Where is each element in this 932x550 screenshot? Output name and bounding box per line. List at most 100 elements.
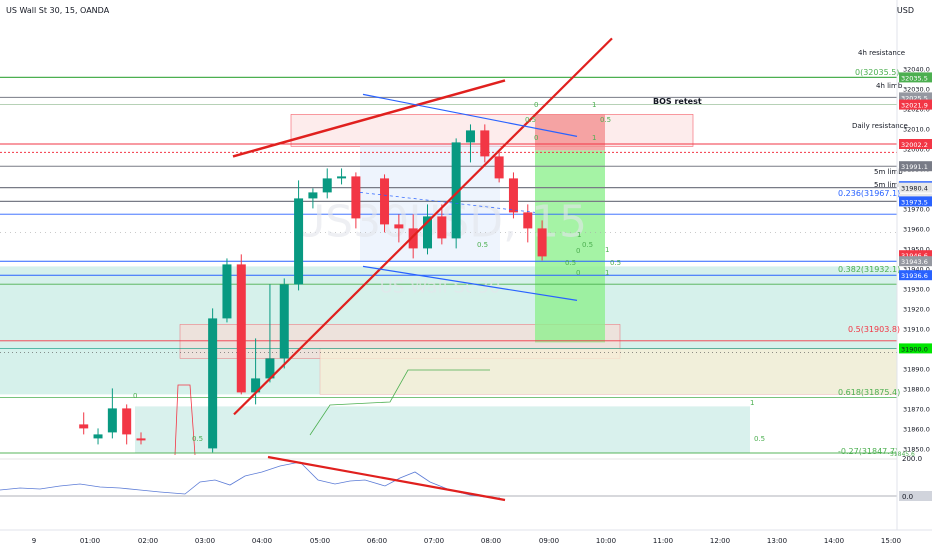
- fib-tick-16: 0.5: [192, 435, 203, 443]
- candle-body-2: [107, 408, 117, 433]
- h4-resistance-label: 4h resistance: [858, 49, 905, 57]
- m5-limb-label-b: 5m limb: [874, 181, 903, 189]
- price-tag-text-10: 31943.6: [901, 258, 928, 266]
- fib-tick-11: 0.5: [565, 259, 576, 267]
- x-tick-11: 11:00: [653, 537, 673, 545]
- x-tick-1: 01:00: [80, 537, 100, 545]
- price-tag-1: [899, 92, 932, 103]
- x-tick-5: 05:00: [310, 537, 330, 545]
- candle-body-16: [380, 178, 390, 225]
- red-trendline-rising: [233, 37, 613, 416]
- x-tick-6: 06:00: [367, 537, 387, 545]
- x-tick-7: 07:00: [424, 537, 444, 545]
- candle-body-24: [494, 156, 504, 179]
- fib-connector: [309, 369, 490, 436]
- price-tag-6: [899, 182, 932, 193]
- fib-tick-2: 0.5: [525, 116, 536, 124]
- symbol-title: US Wall St 30, 15, OANDA: [6, 6, 110, 15]
- candle-body-4: [136, 438, 146, 441]
- blue-channel-top: [362, 93, 578, 137]
- fvg-zone: [319, 348, 898, 395]
- fib-tick-4: 1: [592, 134, 596, 142]
- candle-body-20: [437, 216, 447, 239]
- daily-resistance-label: Daily resistance: [852, 122, 908, 130]
- fib-tick-14: 1: [605, 269, 609, 277]
- x-tick-4: 04:00: [252, 537, 272, 545]
- fib-0618-label: 0.618(31875.4): [838, 388, 900, 397]
- y-tick-19: 32040.0: [903, 65, 930, 73]
- y-tick-1: 31860.0: [903, 425, 930, 433]
- price-tag-text-0: 32035.5: [901, 74, 928, 82]
- take-profit-box: [535, 150, 605, 343]
- y-tick-0: 31850.0: [903, 445, 930, 453]
- candle-body-15: [351, 176, 361, 219]
- candle-body-10: [279, 284, 289, 359]
- fib-tick-17: 1: [750, 399, 754, 407]
- y-tick-4: 31890.0: [903, 365, 930, 373]
- price-tag-text-8: 31973.5: [901, 198, 928, 206]
- candle-body-23: [480, 130, 490, 157]
- y-tick-10: 31950.0: [903, 245, 930, 253]
- x-tick-0: 9: [32, 537, 36, 545]
- candle-body-12: [308, 192, 318, 199]
- fib-tick-12: 0.5: [610, 259, 621, 267]
- price-tag-9: [899, 250, 932, 261]
- candle-body-18: [408, 228, 418, 249]
- candle-body-9: [265, 358, 275, 379]
- price-tag-text-11: 31936.6: [901, 272, 928, 280]
- fib-tick-3: 0: [534, 134, 538, 142]
- y-tick-16: 32010.0: [903, 125, 930, 133]
- x-tick-13: 13:00: [767, 537, 787, 545]
- x-tick-2: 02:00: [138, 537, 158, 545]
- osc-divergence-line: [267, 455, 506, 502]
- price-tag-10: [899, 256, 932, 267]
- candle-body-21: [451, 142, 461, 239]
- y-tick-15: 32000.0: [903, 145, 930, 153]
- fib-tick-15: 0: [133, 392, 137, 400]
- osc-zero-tag: [899, 491, 932, 501]
- candle-body-7: [236, 264, 246, 393]
- x-tick-12: 12:00: [710, 537, 730, 545]
- lower-demand-zone: [135, 406, 750, 453]
- y-tick-8: 31930.0: [903, 285, 930, 293]
- price-tag-4: [899, 161, 932, 172]
- fib-0236-label: 0.236(31967.1): [838, 189, 900, 198]
- currency-label: USD: [896, 6, 914, 15]
- candle-body-17: [394, 224, 404, 229]
- y-tick-18: 32030.0: [903, 85, 930, 93]
- y-tick-7: 31920.0: [903, 305, 930, 313]
- price-tag-text-6: 31980.4: [901, 185, 928, 193]
- candle-body-8: [251, 378, 261, 393]
- fib-tick-0: 0: [534, 101, 538, 109]
- x-tick-8: 08:00: [481, 537, 501, 545]
- price-tag-2: [899, 99, 932, 110]
- price-tag-text-1: 32025.5: [901, 94, 928, 102]
- y-tick-2: 31870.0: [903, 405, 930, 413]
- y-tick-3: 31880.0: [903, 385, 930, 393]
- blue-channel-bottom: [362, 265, 578, 301]
- x-tick-14: 14:00: [824, 537, 844, 545]
- price-tag-12: [899, 343, 932, 354]
- y-tick-12: 31970.0: [903, 205, 930, 213]
- candle-body-25: [508, 178, 518, 213]
- fib-tick-10: 1: [605, 246, 609, 254]
- candle-body-11: [294, 198, 304, 285]
- y-tick-9: 31940.0: [903, 265, 930, 273]
- y-tick-11: 31960.0: [903, 225, 930, 233]
- price-tag-0: [899, 72, 932, 83]
- candle-body-14: [337, 176, 347, 179]
- x-tick-15: 15:00: [881, 537, 901, 545]
- candle-body-1: [93, 434, 103, 439]
- price-tag-text-3: 32002.2: [901, 141, 928, 149]
- candle-body-13: [322, 178, 332, 193]
- candle-body-19: [423, 216, 433, 249]
- fib-tick-6: 1: [577, 231, 581, 239]
- candle-body-22: [465, 130, 475, 143]
- price-tag-8: [899, 196, 932, 207]
- fib-0382-label: 0.382(31932.1): [838, 265, 900, 274]
- oscillator-line: [0, 461, 501, 499]
- fib-tick-5: 0.5: [600, 116, 611, 124]
- fib-tick-13: 0: [576, 269, 580, 277]
- price-tag-text-4: 31991.1: [901, 163, 928, 171]
